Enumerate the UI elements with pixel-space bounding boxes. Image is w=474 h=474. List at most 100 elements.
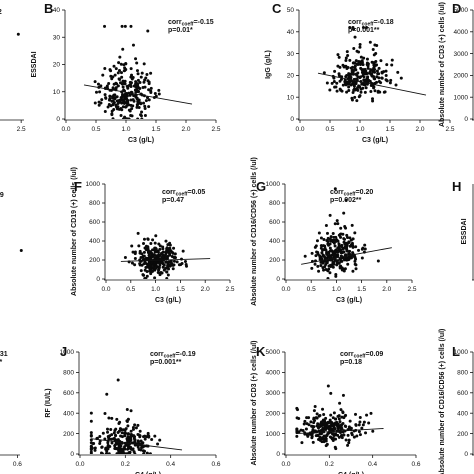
data-point bbox=[123, 431, 127, 435]
data-point bbox=[349, 256, 353, 260]
data-point bbox=[129, 409, 133, 413]
data-point bbox=[149, 264, 153, 268]
data-point bbox=[157, 261, 161, 265]
y-tick-label: 800 bbox=[89, 200, 100, 207]
data-point bbox=[138, 262, 142, 266]
data-point bbox=[110, 99, 114, 103]
data-point bbox=[129, 81, 133, 85]
x-tick-label: 2.0 bbox=[382, 286, 391, 293]
data-point bbox=[107, 81, 111, 85]
y-tick-label: 600 bbox=[63, 390, 74, 397]
panel-d: D 0 1000 2000 3000 4000 5000 Absolute number of… bbox=[439, 1, 474, 127]
data-point bbox=[310, 436, 314, 440]
y-tick-label: 0 bbox=[276, 276, 280, 283]
data-point bbox=[358, 420, 362, 424]
data-point bbox=[128, 93, 132, 97]
panel-letter: B bbox=[44, 1, 53, 16]
data-point bbox=[340, 259, 344, 263]
stat-line: corrcoeff=0.05 bbox=[162, 189, 205, 198]
y-tick-label: 4000 bbox=[266, 370, 281, 377]
data-point bbox=[296, 408, 300, 412]
data-point bbox=[347, 240, 351, 244]
data-point bbox=[156, 442, 160, 446]
data-point bbox=[103, 109, 107, 113]
data-point bbox=[353, 255, 357, 259]
data-point bbox=[158, 438, 162, 442]
data-point bbox=[139, 75, 143, 79]
data-point bbox=[100, 452, 104, 454]
y-tick-label: 20 bbox=[287, 73, 295, 80]
data-point bbox=[154, 266, 158, 270]
data-point bbox=[332, 79, 336, 83]
y-axis-title: Absolute number of CD19 (+) cells (/ul) bbox=[71, 167, 78, 296]
y-tick-label: 20 bbox=[53, 62, 61, 69]
data-point bbox=[348, 236, 352, 240]
stat-line: corrcoeff=0.20 bbox=[330, 189, 373, 198]
data-point bbox=[133, 452, 137, 454]
data-point bbox=[89, 446, 93, 450]
data-point bbox=[114, 103, 118, 107]
data-point bbox=[121, 85, 125, 89]
data-point bbox=[120, 108, 124, 112]
data-point bbox=[362, 420, 366, 424]
panel-j: J 0 200 400 600 800 1000 0.0 0.2 0.4 0.6 C4 (g/L) RF… bbox=[45, 344, 221, 474]
data-point bbox=[89, 419, 93, 423]
x-axis-title: C3 (g/L) bbox=[336, 297, 362, 304]
data-point bbox=[340, 415, 344, 419]
data-point bbox=[131, 427, 135, 431]
data-point bbox=[161, 245, 165, 249]
data-point bbox=[140, 71, 144, 75]
y-tick-label: 1000 bbox=[454, 94, 469, 101]
y-tick-label: 400 bbox=[457, 410, 468, 417]
data-point bbox=[106, 441, 110, 445]
data-point bbox=[357, 50, 361, 54]
data-point bbox=[161, 250, 165, 254]
y-tick-label: 40 bbox=[53, 7, 61, 14]
data-point bbox=[126, 447, 130, 451]
data-point bbox=[101, 73, 105, 77]
data-point bbox=[181, 249, 185, 253]
data-point bbox=[329, 391, 333, 395]
data-point bbox=[324, 416, 328, 420]
data-point bbox=[160, 256, 164, 260]
data-point bbox=[316, 264, 320, 268]
data-point bbox=[129, 436, 133, 440]
data-points bbox=[303, 187, 380, 279]
data-point bbox=[100, 98, 104, 102]
data-point bbox=[89, 444, 93, 448]
data-point bbox=[360, 426, 364, 430]
data-point bbox=[147, 105, 151, 109]
data-point bbox=[325, 239, 329, 243]
data-point bbox=[142, 101, 146, 105]
data-point bbox=[309, 420, 313, 424]
data-point bbox=[89, 434, 93, 438]
x-tick-label: 0.0 bbox=[75, 461, 84, 468]
data-point bbox=[365, 72, 369, 76]
x-tick-label: 0.0 bbox=[281, 461, 290, 468]
y-tick-label: 600 bbox=[89, 219, 100, 226]
data-point bbox=[337, 435, 341, 439]
data-point bbox=[369, 84, 373, 88]
data-point bbox=[151, 238, 155, 242]
data-point bbox=[364, 431, 368, 435]
data-point bbox=[348, 80, 352, 84]
data-point bbox=[148, 452, 152, 454]
data-point bbox=[332, 262, 336, 266]
data-point bbox=[361, 86, 365, 90]
data-point bbox=[91, 442, 95, 446]
data-point bbox=[326, 269, 330, 273]
data-point bbox=[347, 255, 351, 259]
data-point bbox=[142, 262, 146, 266]
stat-line: p=0.001** bbox=[150, 359, 182, 366]
x-tick-label: 0.6 bbox=[211, 461, 220, 468]
data-point bbox=[359, 75, 363, 79]
data-point bbox=[365, 25, 369, 29]
data-point bbox=[135, 105, 139, 109]
data-point bbox=[106, 427, 110, 431]
x-tick-label: 0.5 bbox=[126, 286, 135, 293]
stat-line: p=0.18 bbox=[340, 359, 362, 366]
data-point bbox=[175, 260, 179, 264]
data-point bbox=[153, 434, 157, 438]
data-point bbox=[135, 61, 139, 65]
data-point bbox=[153, 241, 157, 245]
